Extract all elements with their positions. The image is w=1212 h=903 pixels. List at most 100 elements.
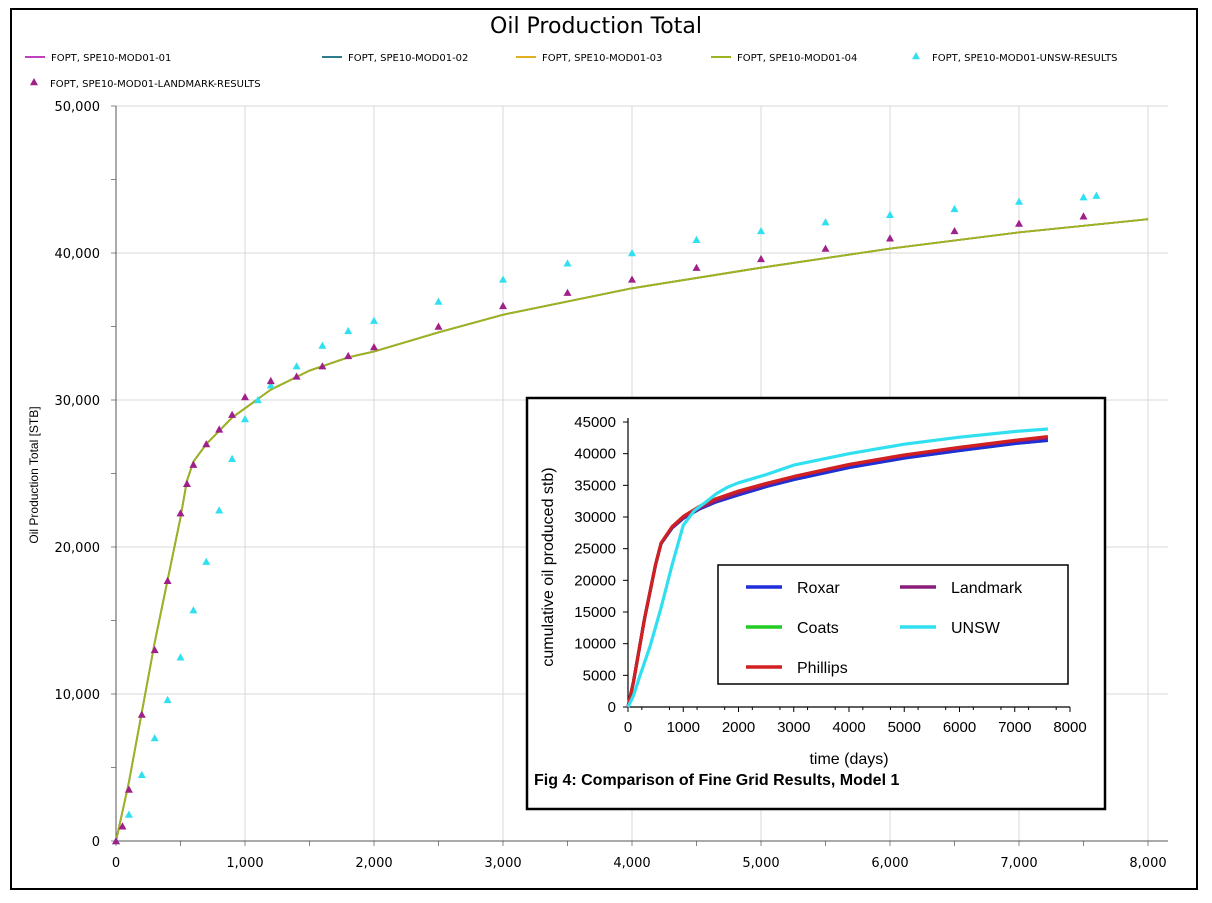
main-series-group [112, 191, 1149, 845]
inset-x-axis-label: time (days) [809, 751, 888, 768]
inset-axes: 0 1000 2000 3000 4000 5000 6000 7000 8000 0 5000 10… [574, 414, 1086, 736]
inset-y-tick-label: 10000 [574, 636, 616, 653]
inset-x-tick-label: 4000 [832, 719, 865, 736]
main-series-marker [1079, 193, 1088, 201]
inset-y-axis-label: cumulative oil produced stb) [540, 467, 557, 666]
main-series-marker [150, 734, 159, 742]
main-series-marker [241, 415, 249, 423]
main-x-tick-label: 4,000 [613, 856, 650, 871]
inset-series-line [626, 435, 1049, 708]
inset-series-line [626, 427, 1049, 708]
main-x-tick-label: 7,000 [1000, 856, 1037, 871]
main-y-axis-label: Oil Production Total [STB] [27, 406, 41, 543]
main-series-marker [189, 460, 198, 468]
main-series-marker [176, 509, 185, 517]
main-series-marker [228, 454, 237, 462]
main-series-marker [318, 341, 327, 349]
main-series-marker [370, 316, 378, 324]
main-y-tick-label: 30,000 [55, 394, 101, 409]
main-series-marker [215, 425, 224, 433]
main-series-marker [124, 810, 133, 818]
main-series-marker [124, 785, 133, 793]
inset-legend-label: Coats [797, 620, 839, 637]
main-legend: FOPT, SPE10-MOD01-01 FOPT, SPE10-MOD01-02… [25, 52, 1118, 90]
figure-frame [10, 8, 1198, 890]
main-series-marker [499, 301, 507, 310]
inset-y-tick-label: 20000 [574, 572, 616, 589]
main-legend-label: FOPT, SPE10-MOD01-02 [348, 53, 468, 64]
main-series-marker [950, 204, 959, 213]
main-series-marker [821, 244, 830, 252]
inset-legend-label: Phillips [797, 660, 848, 677]
main-y-tick-label: 50,000 [55, 100, 101, 115]
main-series-marker [292, 372, 301, 380]
inset-series-group [626, 427, 1049, 708]
main-series-marker [821, 218, 830, 226]
main-series-marker [266, 381, 275, 389]
main-series-marker [202, 557, 211, 565]
main-series-marker [118, 822, 127, 830]
main-series-marker [150, 645, 159, 654]
main-series-marker [628, 275, 636, 283]
main-series-marker [202, 440, 211, 448]
inset-x-tick-label: 7000 [998, 719, 1031, 736]
inset-x-tick-label: 5000 [888, 719, 921, 736]
main-legend-label: FOPT, SPE10-MOD01-LANDMARK-RESULTS [50, 79, 261, 90]
inset-y-tick-label: 35000 [574, 477, 616, 494]
inset-y-tick-label: 0 [608, 699, 616, 716]
main-x-tick-label: 8,000 [1129, 856, 1166, 871]
inset-x-tick-label: 0 [624, 719, 632, 736]
main-series-marker [112, 837, 120, 845]
main-series-line [115, 218, 1149, 842]
inset-x-tick-label: 3000 [777, 719, 810, 736]
inset-x-tick-label: 8000 [1053, 719, 1086, 736]
main-legend-label: FOPT, SPE10-MOD01-UNSW-RESULTS [932, 53, 1118, 64]
main-series-marker [886, 234, 894, 242]
main-series-marker [344, 326, 353, 335]
main-series-marker [215, 506, 224, 514]
main-series-marker [692, 235, 701, 243]
main-series-marker [499, 275, 507, 283]
main-y-tick-label: 40,000 [55, 247, 101, 262]
inset-legend-label: UNSW [951, 620, 1001, 637]
main-y-tick-label: 20,000 [55, 541, 101, 556]
inset-legend-label: Landmark [951, 580, 1023, 597]
inset-caption: Fig 4: Comparison of Fine Grid Results, … [534, 772, 899, 789]
main-series-marker [1015, 219, 1023, 227]
main-series-marker [344, 351, 353, 360]
main-series-marker [228, 410, 237, 418]
main-series-marker [886, 210, 894, 218]
main-series-marker [241, 393, 249, 401]
main-series-marker [370, 343, 378, 351]
main-series-marker [266, 376, 275, 385]
inset-y-tick-label: 40000 [574, 446, 616, 463]
inset-y-tick-label: 5000 [583, 667, 616, 684]
inset-y-tick-label: 45000 [574, 414, 616, 431]
inset-y-tick-label: 25000 [574, 541, 616, 558]
main-legend-label: FOPT, SPE10-MOD01-04 [737, 53, 857, 64]
main-series-marker [189, 606, 198, 614]
main-x-tick-label: 6,000 [871, 856, 908, 871]
main-series-marker [757, 226, 765, 235]
main-y-tick-label: 0 [92, 835, 100, 850]
main-series-marker [950, 226, 959, 235]
main-series-marker [253, 396, 262, 404]
main-x-tick-label: 0 [112, 856, 120, 871]
main-series-marker [757, 254, 765, 263]
main-series-marker [1079, 212, 1088, 220]
main-series-marker [628, 249, 636, 257]
main-series-marker [434, 322, 443, 330]
inset-legend-label: Roxar [797, 580, 840, 597]
main-series-marker [692, 263, 701, 271]
inset-legend-box [717, 564, 1069, 685]
main-series-marker [1092, 191, 1101, 199]
inset-figure: 0 1000 2000 3000 4000 5000 6000 7000 8000 0 5000 10… [525, 396, 1107, 811]
main-x-tick-label: 1,000 [226, 856, 263, 871]
inset-x-tick-label: 2000 [722, 719, 755, 736]
inset-y-tick-label: 15000 [574, 604, 616, 621]
main-legend-swatch [30, 78, 38, 86]
main-series-marker [563, 259, 572, 267]
main-y-tick-label: 10,000 [55, 688, 101, 703]
main-series-marker [163, 695, 172, 704]
main-series-marker [137, 710, 146, 718]
